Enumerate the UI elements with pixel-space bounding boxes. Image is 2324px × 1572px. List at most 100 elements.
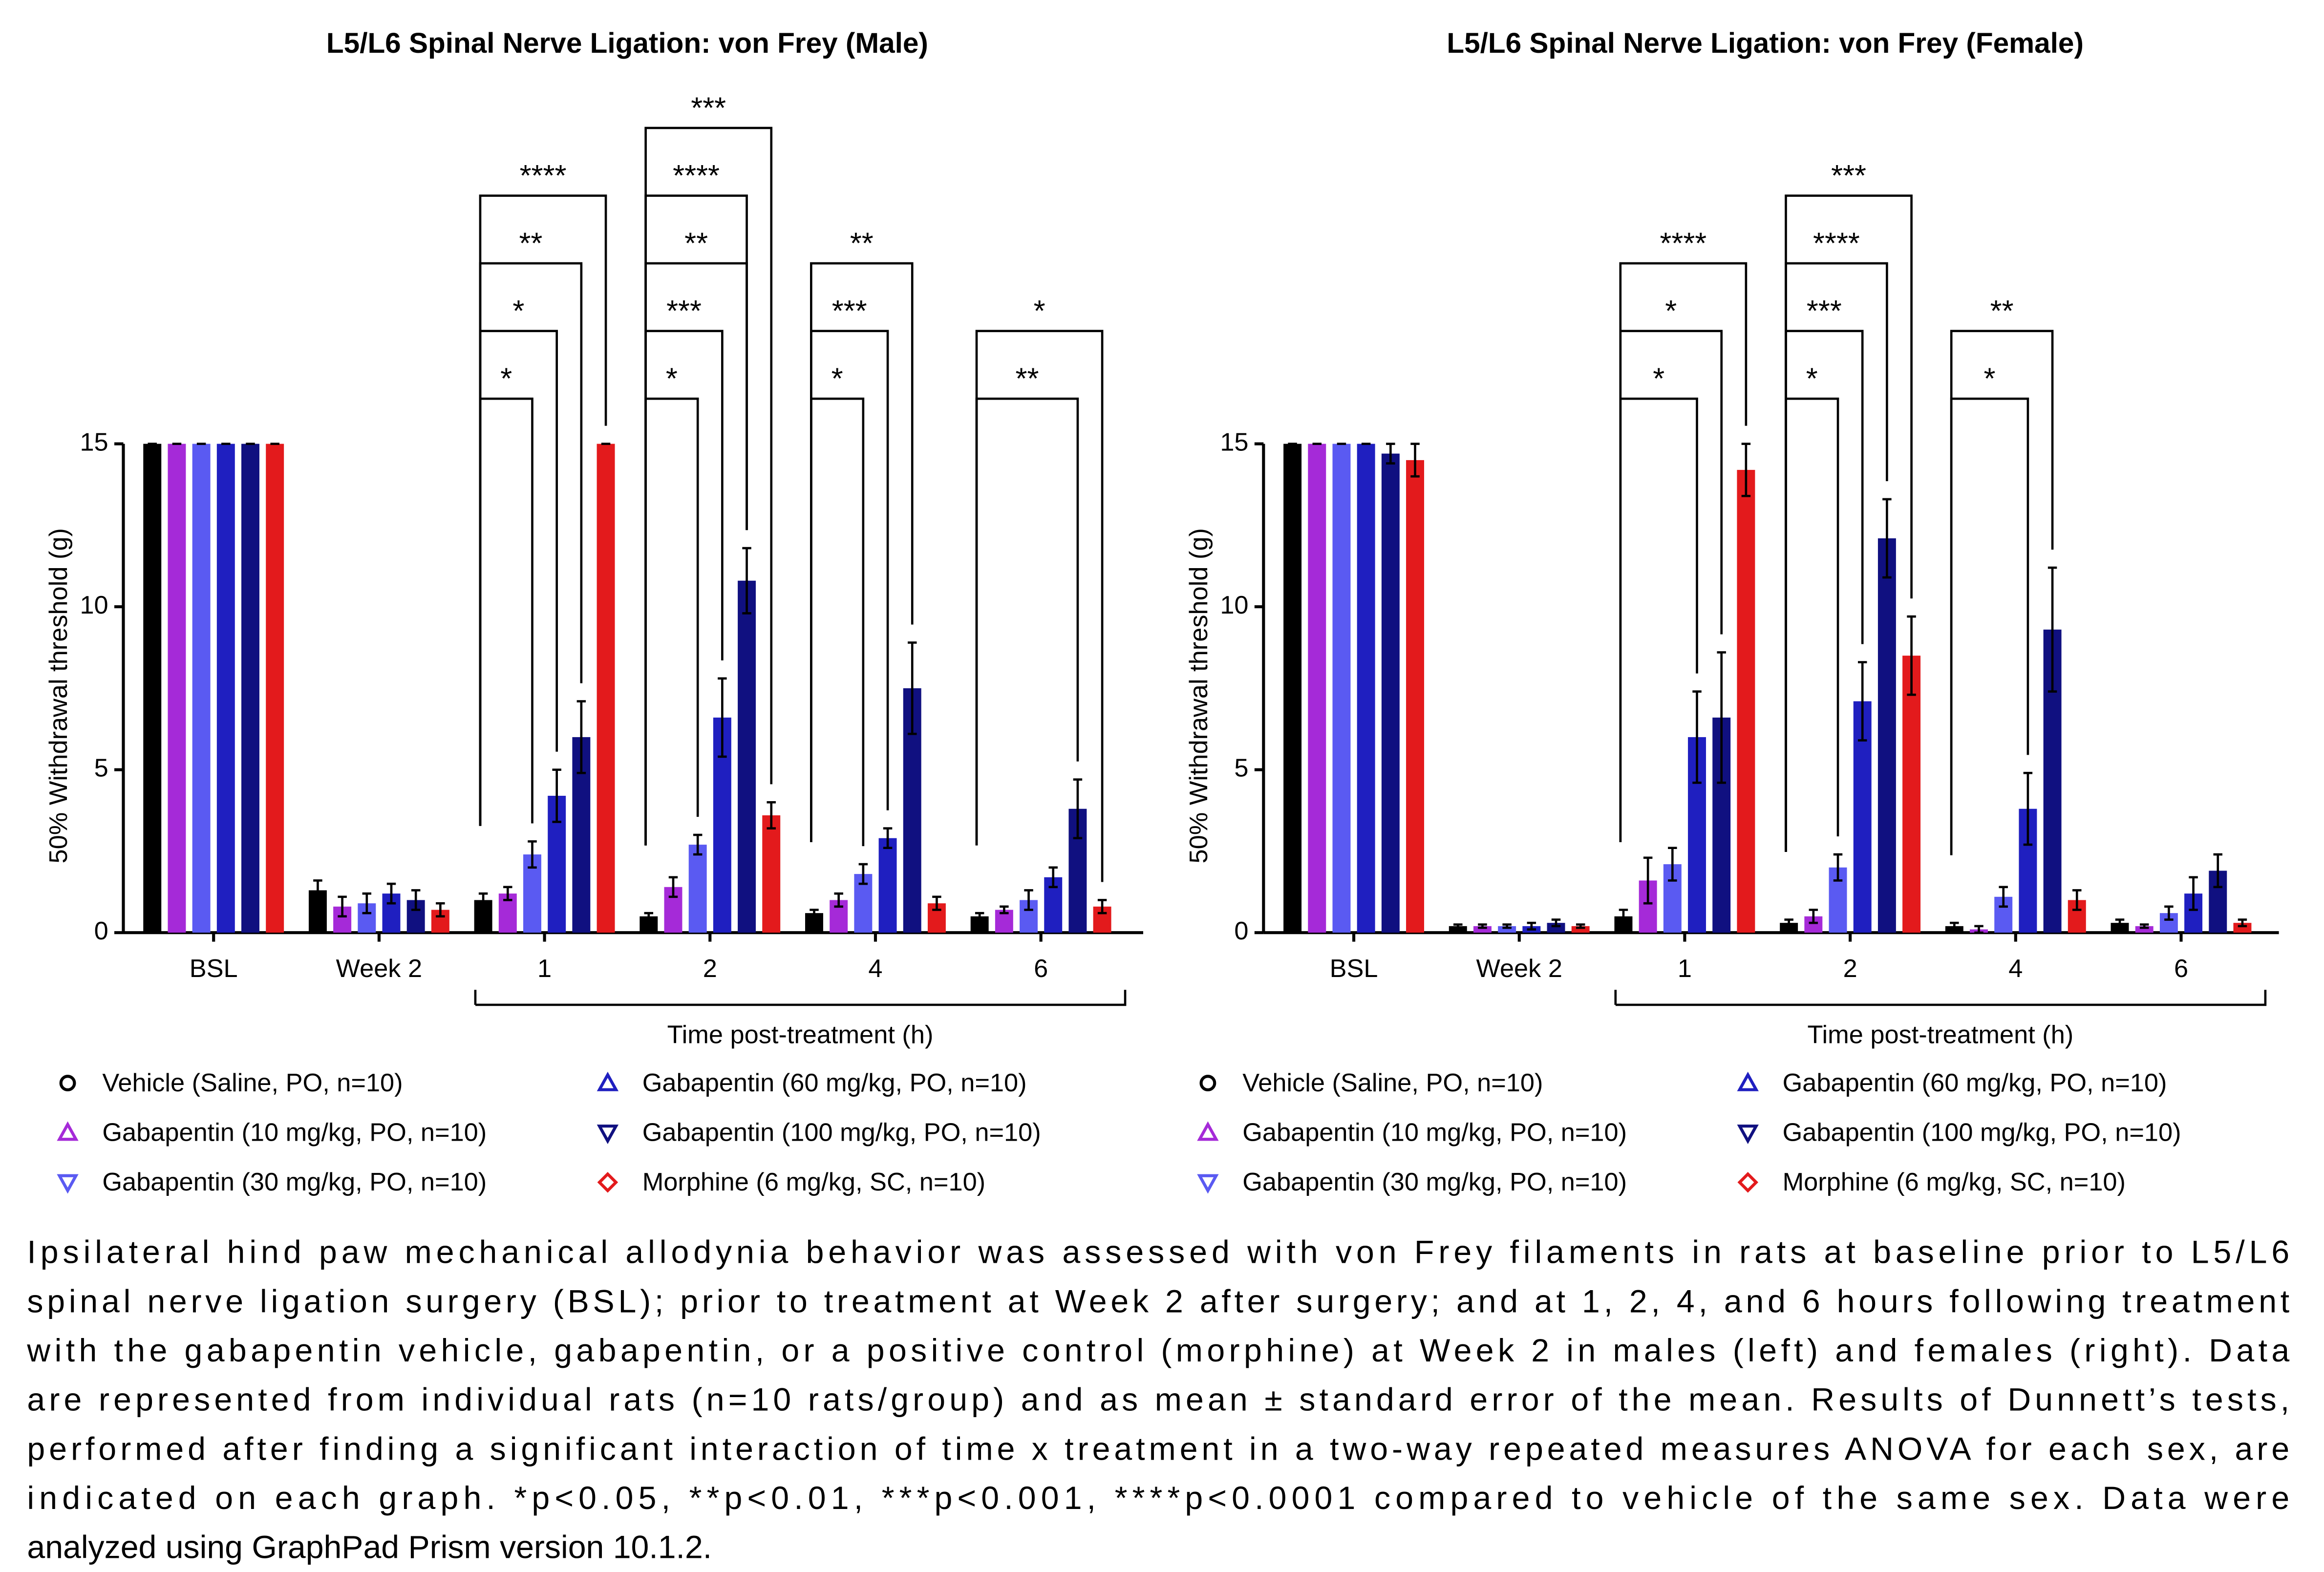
bar — [216, 444, 235, 933]
error-bar — [478, 892, 488, 908]
significance-label: *** — [666, 294, 702, 328]
significance-label: * — [500, 361, 512, 395]
error-bar — [2115, 918, 2125, 928]
error-bar — [742, 547, 751, 615]
y-tick-label: 0 — [1234, 917, 1248, 945]
significance-label: ** — [1016, 361, 1039, 395]
error-bar — [2238, 918, 2247, 928]
legend-label: Gabapentin (60 mg/kg, PO, n=10) — [642, 1069, 1027, 1097]
significance-label: **** — [520, 159, 567, 192]
error-bar — [1502, 923, 1512, 929]
legend-marker — [57, 1174, 79, 1194]
significance-label: * — [1984, 361, 1996, 395]
x-tick-label: BSL — [1330, 955, 1378, 983]
error-bar — [528, 840, 537, 869]
significance-label: ** — [519, 226, 542, 260]
legend-marker — [1197, 1121, 1219, 1141]
bar — [241, 444, 259, 933]
error-bar — [1453, 923, 1463, 929]
significance-bracket — [644, 194, 748, 846]
error-bar — [1410, 443, 1420, 478]
y-tick-label: 10 — [1220, 591, 1248, 619]
legend-label: Gabapentin (30 mg/kg, PO, n=10) — [102, 1168, 487, 1196]
bar — [762, 815, 781, 933]
significance-label: **** — [1660, 226, 1706, 260]
caption-line: spinal nerve ligation surgery (BSL); pri… — [27, 1283, 2289, 1319]
significance-label: *** — [1831, 159, 1866, 192]
x-tick-label: BSL — [190, 955, 238, 983]
error-bar — [2164, 905, 2174, 921]
legend-marker — [597, 1071, 619, 1091]
bar — [1332, 444, 1351, 933]
significance-bracket — [1785, 397, 1839, 852]
error-bar — [576, 700, 586, 774]
bar — [168, 444, 186, 933]
significance-bracket — [1619, 262, 1748, 842]
legend-label: Gabapentin (10 mg/kg, PO, n=10) — [102, 1119, 487, 1147]
bar — [1357, 444, 1375, 933]
error-bar — [1097, 899, 1107, 914]
significance-bracket — [644, 397, 699, 846]
error-bar — [1576, 923, 1585, 929]
significance-label: **** — [673, 159, 720, 192]
error-bar — [362, 892, 372, 914]
error-bar — [386, 882, 396, 905]
bar — [1381, 453, 1400, 933]
chart-title: L5/L6 Spinal Nerve Ligation: von Frey (F… — [1447, 27, 2084, 59]
error-bar — [883, 827, 893, 850]
bar — [738, 580, 756, 933]
significance-bracket — [644, 127, 773, 846]
y-tick-label: 5 — [1234, 754, 1248, 782]
error-bar — [1974, 925, 1983, 934]
legend-marker — [1199, 1075, 1216, 1092]
bar — [597, 444, 615, 933]
legend-marker — [1737, 1125, 1759, 1144]
y-tick-label: 0 — [94, 917, 108, 945]
significance-bracket — [810, 397, 865, 847]
bar — [1877, 538, 1896, 933]
error-bar — [1024, 889, 1033, 911]
significance-label: * — [1665, 294, 1677, 328]
legend-label: Gabapentin (10 mg/kg, PO, n=10) — [1242, 1119, 1627, 1147]
bar — [878, 838, 897, 933]
significance-label: *** — [1807, 294, 1842, 328]
error-bar — [908, 641, 917, 735]
x-tick-label: 1 — [537, 955, 552, 983]
significance-label: ** — [850, 226, 874, 260]
bar — [1902, 656, 1921, 933]
significance-label: *** — [691, 91, 726, 125]
significance-bracket — [1950, 330, 2054, 855]
x-tick-label: 6 — [2174, 955, 2188, 983]
significance-bracket — [479, 330, 558, 826]
significance-bracket — [644, 262, 748, 846]
legend-marker — [59, 1075, 76, 1092]
significance-bracket — [1619, 397, 1698, 842]
error-bar — [1073, 778, 1083, 840]
legend-marker — [1197, 1174, 1219, 1194]
error-bar — [1386, 443, 1395, 465]
x-group-bracket — [474, 990, 1127, 1006]
x-tick-label: 4 — [2008, 955, 2023, 983]
legend-marker — [1737, 1071, 1759, 1091]
x-tick-label: Week 2 — [336, 955, 422, 983]
error-bar — [1784, 918, 1793, 928]
error-bar — [668, 876, 678, 898]
significance-bracket — [479, 262, 583, 826]
error-bar — [693, 833, 703, 856]
significance-bracket — [644, 330, 724, 846]
bar — [1283, 444, 1302, 933]
bar — [192, 444, 211, 933]
legend-label: Vehicle (Saline, PO, n=10) — [1242, 1069, 1543, 1097]
error-bar — [1833, 853, 1843, 882]
error-bar — [411, 889, 421, 911]
bar — [1737, 469, 1755, 933]
error-bar — [718, 677, 727, 758]
error-bar — [932, 895, 941, 911]
caption-line: with the gabapentin vehicle, gabapentin,… — [26, 1333, 2289, 1369]
error-bar — [2189, 876, 2198, 911]
bar — [1308, 444, 1326, 933]
significance-bracket — [1785, 194, 1913, 852]
legend-marker — [1737, 1172, 1759, 1193]
